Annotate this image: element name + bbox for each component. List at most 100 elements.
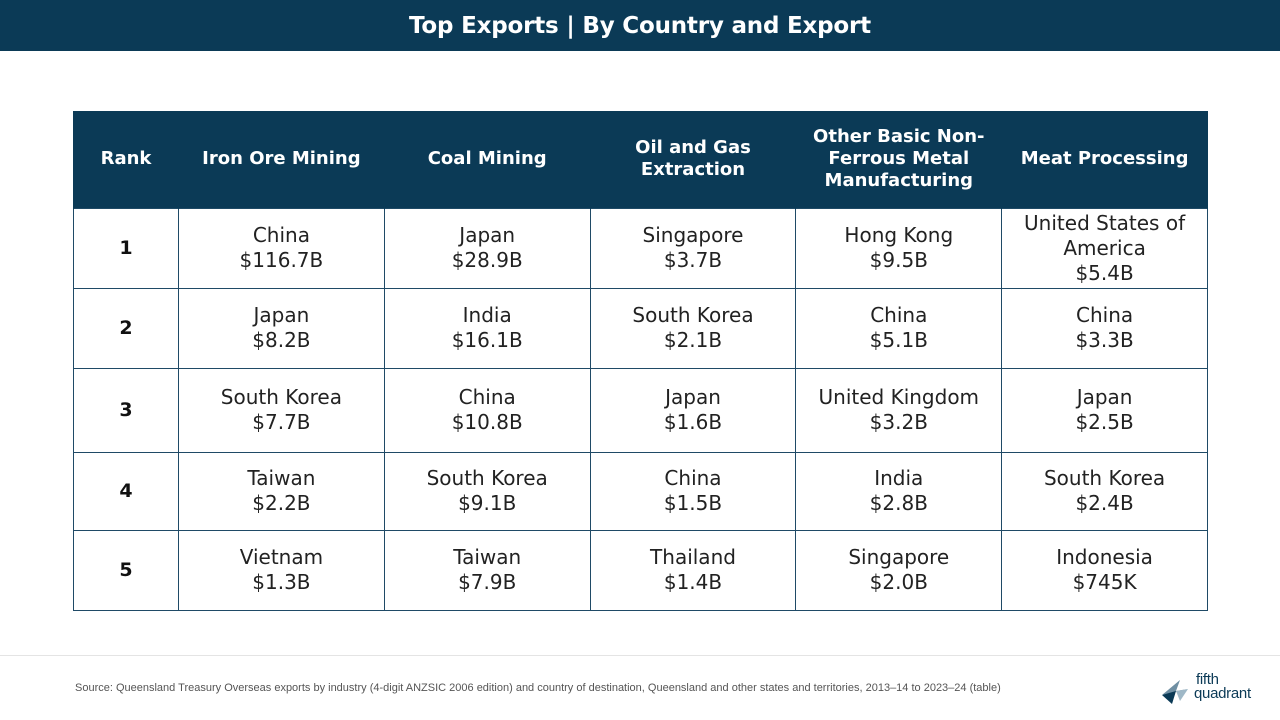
country-name: United Kingdom [818, 385, 980, 409]
export-value: $745K [1072, 570, 1137, 594]
column-header-rank: Rank [73, 111, 179, 208]
country-name: South Korea [220, 385, 342, 409]
table-cell: Japan $1.6B [589, 367, 797, 453]
country-name: Hong Kong [844, 223, 954, 247]
title-bar: Top Exports | By Country and Export [0, 0, 1280, 51]
country-name: Japan [253, 303, 310, 327]
table-header-row: Rank Iron Ore Mining Coal Mining Oil and… [73, 111, 1208, 208]
column-header-coal: Coal Mining [383, 111, 591, 208]
rank-cell: 3 [73, 367, 179, 453]
country-name: Singapore [848, 545, 950, 569]
country-name: Taiwan [247, 466, 316, 490]
country-name: Japan [1076, 385, 1133, 409]
export-value: $10.8B [451, 410, 523, 434]
country-name: South Korea [426, 466, 548, 490]
export-value: $1.6B [663, 410, 723, 434]
export-value: $2.0B [869, 570, 928, 594]
logo-text-line2: quadrant [1194, 685, 1251, 702]
rank-cell: 4 [73, 451, 179, 531]
table-cell: Japan $2.5B [1001, 367, 1208, 453]
export-value: $7.7B [252, 410, 311, 434]
export-value: $9.1B [458, 491, 517, 515]
column-header-iron-ore: Iron Ore Mining [178, 111, 385, 208]
logo-text-line1: fifth [1196, 671, 1219, 688]
table-cell: United States of America $5.4B [1001, 207, 1208, 289]
table-cell: India $16.1B [383, 287, 591, 369]
table-row: 3 South Korea $7.7B China $10.8B Japan $1.6B Un… [73, 367, 1208, 453]
export-value: $2.1B [663, 328, 723, 352]
table-cell: Japan $28.9B [383, 207, 591, 289]
table-cell: South Korea $7.7B [178, 367, 385, 453]
arrow-logo-icon [1162, 680, 1188, 704]
country-name: Thailand [650, 545, 736, 569]
export-value: $28.9B [451, 248, 523, 272]
table-cell: United Kingdom $3.2B [795, 367, 1003, 453]
country-name: Japan [665, 385, 721, 409]
table-cell: Singapore $3.7B [589, 207, 797, 289]
rank-cell: 1 [73, 207, 179, 289]
export-value: $7.9B [458, 570, 517, 594]
country-name: Indonesia [1056, 545, 1153, 569]
country-name: China [1076, 303, 1134, 327]
table-cell: Hong Kong $9.5B [795, 207, 1003, 289]
export-value: $1.4B [663, 570, 723, 594]
table-cell: China $116.7B [178, 207, 385, 289]
country-name: India [462, 303, 512, 327]
table-cell: China $5.1B [795, 287, 1003, 369]
export-value: $2.5B [1075, 410, 1134, 434]
table-cell: Vietnam $1.3B [178, 529, 385, 611]
table-row: 1 China $116.7B Japan $28.9B Singapore $3.7B Ho… [73, 207, 1208, 289]
table-cell: Indonesia $745K [1001, 529, 1208, 611]
export-value: $5.4B [1075, 260, 1134, 285]
export-value: $3.7B [663, 248, 723, 272]
country-name: South Korea [1043, 466, 1166, 490]
exports-table: Rank Iron Ore Mining Coal Mining Oil and… [73, 111, 1208, 611]
export-value: $1.3B [252, 570, 311, 594]
country-name: China [664, 466, 722, 490]
table-cell: China $3.3B [1001, 287, 1208, 369]
country-name: China [870, 303, 928, 327]
export-value: $1.5B [663, 491, 723, 515]
table-cell: Taiwan $7.9B [383, 529, 591, 611]
table-cell: South Korea $2.4B [1001, 451, 1208, 531]
country-name: India [874, 466, 924, 490]
fifth-quadrant-logo: fifth quadrant [1160, 672, 1268, 708]
column-header-meat: Meat Processing [1001, 111, 1208, 208]
export-value: $8.2B [252, 328, 311, 352]
table-cell: Taiwan $2.2B [178, 451, 385, 531]
table-cell: Japan $8.2B [178, 287, 385, 369]
country-name: South Korea [632, 303, 754, 327]
export-value: $2.2B [252, 491, 311, 515]
country-name: China [252, 223, 310, 247]
export-value: $2.4B [1075, 491, 1134, 515]
country-name: Singapore [642, 223, 744, 247]
rank-cell: 5 [73, 529, 179, 611]
country-name: China [458, 385, 516, 409]
page-title: Top Exports | By Country and Export [409, 12, 871, 39]
country-name: Vietnam [239, 545, 324, 569]
table-cell: China $10.8B [383, 367, 591, 453]
export-value: $3.3B [1075, 328, 1134, 352]
export-value: $9.5B [869, 248, 928, 272]
table-cell: China $1.5B [589, 451, 797, 531]
table-cell: South Korea $9.1B [383, 451, 591, 531]
rank-cell: 2 [73, 287, 179, 369]
country-name: United States of America [1024, 210, 1186, 260]
export-value: $5.1B [869, 328, 928, 352]
table-row: 4 Taiwan $2.2B South Korea $9.1B China $1.5B In… [73, 451, 1208, 531]
export-value: $2.8B [869, 491, 928, 515]
table-cell: India $2.8B [795, 451, 1003, 531]
footer-divider [0, 655, 1280, 656]
table-cell: Thailand $1.4B [589, 529, 797, 611]
column-header-oil-gas: Oil and Gas Extraction [589, 111, 797, 208]
column-header-non-ferrous: Other Basic Non-Ferrous Metal Manufactur… [795, 111, 1003, 208]
table-row: 5 Vietnam $1.3B Taiwan $7.9B Thailand $1.4B Sin… [73, 529, 1208, 611]
country-name: Japan [459, 223, 516, 247]
table-cell: South Korea $2.1B [589, 287, 797, 369]
export-value: $16.1B [451, 328, 523, 352]
table-row: 2 Japan $8.2B India $16.1B South Korea $2.1B Ch… [73, 287, 1208, 369]
export-value: $3.2B [869, 410, 928, 434]
country-name: Taiwan [453, 545, 522, 569]
table-cell: Singapore $2.0B [795, 529, 1003, 611]
export-value: $116.7B [239, 248, 324, 272]
